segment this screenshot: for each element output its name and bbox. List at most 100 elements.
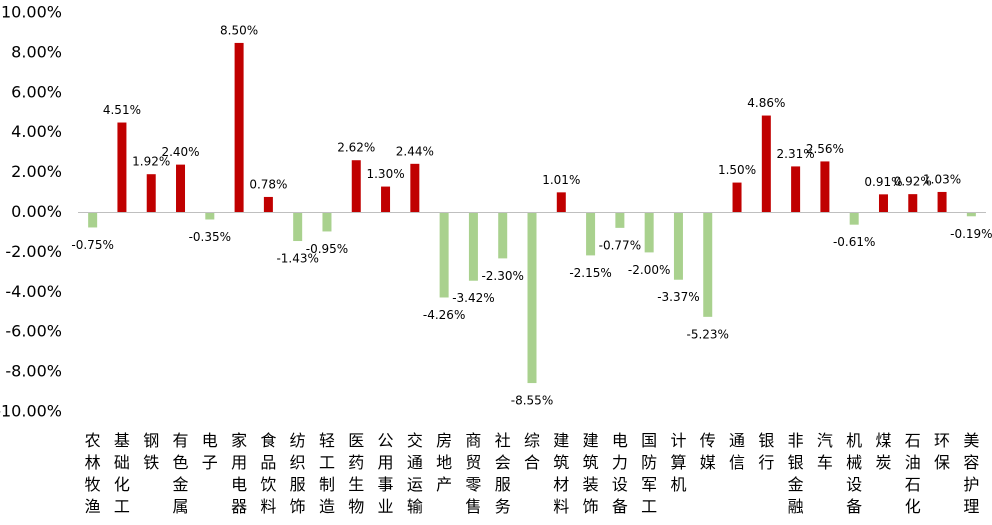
category-label: 煤炭 bbox=[875, 431, 891, 472]
data-label: -8.55% bbox=[511, 394, 553, 408]
y-tick-label: -8.00% bbox=[5, 362, 62, 381]
data-label: 1.92% bbox=[132, 155, 170, 169]
data-label: 8.50% bbox=[220, 23, 258, 37]
data-label: -4.26% bbox=[423, 308, 465, 322]
category-label: 银行 bbox=[758, 431, 774, 472]
bar bbox=[732, 182, 742, 213]
y-tick-label: -2.00% bbox=[5, 242, 62, 261]
bar bbox=[820, 161, 830, 213]
bar bbox=[703, 212, 713, 317]
bar-series bbox=[88, 42, 976, 384]
y-tick-label: -6.00% bbox=[5, 322, 62, 341]
category-label: 石油石化 bbox=[905, 431, 921, 516]
bar bbox=[966, 212, 976, 217]
category-label: 电子 bbox=[202, 431, 218, 472]
data-label: -0.77% bbox=[599, 238, 641, 252]
data-label: 2.56% bbox=[806, 142, 844, 156]
category-label: 国防军工 bbox=[641, 431, 657, 516]
data-label: -2.00% bbox=[628, 263, 670, 277]
category-label: 汽车 bbox=[817, 431, 833, 472]
bar bbox=[410, 163, 420, 213]
data-label: -0.95% bbox=[306, 242, 348, 256]
category-label: 传媒 bbox=[700, 431, 716, 472]
data-label: 0.92% bbox=[894, 175, 932, 189]
category-label: 基础化工 bbox=[114, 431, 130, 516]
data-label: -1.43% bbox=[276, 252, 318, 266]
data-label: -3.37% bbox=[657, 290, 699, 304]
bar bbox=[791, 166, 801, 213]
category-label: 有色金属 bbox=[173, 431, 189, 516]
bar bbox=[263, 196, 273, 213]
category-label: 建筑材料 bbox=[553, 431, 569, 516]
bar bbox=[908, 194, 918, 213]
category-labels: 农林牧渔基础化工钢铁有色金属电子家用电器食品饮料纺织服饰轻工制造医药生物公用事业… bbox=[85, 431, 980, 516]
category-label: 综合 bbox=[524, 431, 540, 472]
category-label: 非银金融 bbox=[788, 431, 804, 516]
category-label: 钢铁 bbox=[143, 431, 159, 472]
y-tick-label: 4.00% bbox=[11, 122, 62, 141]
bar bbox=[673, 212, 683, 280]
data-label: -0.61% bbox=[833, 235, 875, 249]
bar bbox=[293, 212, 303, 242]
category-label: 食品饮料 bbox=[260, 431, 276, 516]
data-label: -3.42% bbox=[452, 291, 494, 305]
data-label: 2.44% bbox=[396, 144, 434, 158]
data-label: -5.23% bbox=[687, 327, 729, 341]
bar bbox=[176, 164, 186, 213]
category-label: 医药生物 bbox=[348, 431, 364, 516]
category-label: 通信 bbox=[729, 431, 745, 472]
bar bbox=[644, 212, 654, 253]
data-label: 1.30% bbox=[366, 167, 404, 181]
bar bbox=[439, 212, 449, 298]
data-label: -0.75% bbox=[71, 238, 113, 252]
category-label: 美容护理 bbox=[963, 431, 979, 516]
bar bbox=[586, 212, 596, 256]
bar bbox=[381, 186, 391, 213]
bar bbox=[117, 122, 127, 213]
category-label: 家用电器 bbox=[231, 431, 247, 516]
data-label: 1.03% bbox=[923, 172, 961, 186]
category-label: 环保 bbox=[934, 431, 950, 472]
data-label: -0.19% bbox=[950, 227, 992, 241]
category-label: 房地产 bbox=[436, 431, 452, 494]
data-label: -0.35% bbox=[189, 230, 231, 244]
y-tick-label: 10.00% bbox=[1, 3, 62, 22]
bar bbox=[205, 212, 215, 220]
category-label: 交通运输 bbox=[407, 431, 423, 516]
bar bbox=[468, 212, 478, 281]
bar bbox=[556, 192, 566, 213]
y-axis-ticks: 10.00% 8.00% 6.00% 4.00% 2.00% 0.00% -2.00% -4.… bbox=[0, 3, 62, 421]
bar bbox=[761, 115, 771, 213]
bar bbox=[615, 212, 625, 228]
category-label: 电力设备 bbox=[612, 431, 628, 516]
bar bbox=[146, 174, 156, 213]
data-label: -2.15% bbox=[569, 266, 611, 280]
data-label: -2.30% bbox=[481, 269, 523, 283]
category-label: 计算机 bbox=[670, 431, 686, 494]
data-label: 0.91% bbox=[864, 175, 902, 189]
category-label: 公用事业 bbox=[378, 431, 394, 516]
y-tick-label: -4.00% bbox=[5, 282, 62, 301]
data-label: 2.62% bbox=[337, 141, 375, 155]
bar bbox=[351, 160, 361, 213]
data-label: 4.51% bbox=[103, 103, 141, 117]
bar bbox=[234, 42, 244, 213]
bar bbox=[937, 191, 947, 213]
y-tick-label: 2.00% bbox=[11, 162, 62, 181]
data-label: 0.78% bbox=[249, 177, 287, 191]
category-label: 建筑装饰 bbox=[583, 431, 599, 516]
bar bbox=[88, 212, 98, 228]
bar bbox=[322, 212, 332, 232]
data-label: 1.01% bbox=[542, 173, 580, 187]
data-labels: -0.75% 4.51% 1.92%2.40% -0.35% 8.50% 0.78% -1.… bbox=[71, 23, 992, 407]
bar bbox=[878, 194, 888, 213]
data-label: 1.50% bbox=[718, 163, 756, 177]
y-tick-label: -10.00% bbox=[0, 402, 62, 421]
y-tick-label: 8.00% bbox=[11, 42, 62, 61]
bar bbox=[527, 212, 537, 384]
data-label: 4.86% bbox=[747, 96, 785, 110]
category-label: 农林牧渔 bbox=[85, 431, 101, 516]
category-label: 轻工制造 bbox=[319, 431, 335, 516]
category-label: 商贸零售 bbox=[465, 431, 481, 516]
